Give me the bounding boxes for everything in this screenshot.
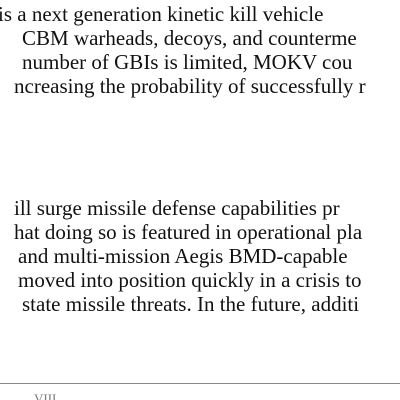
text-line: hat doing so is featured in operational … <box>14 220 363 244</box>
text-line: ill surge missile defense capabilities p… <box>14 196 340 220</box>
text-line: number of GBIs is limited, MOKV cou <box>22 50 353 74</box>
text-line: moved into position quickly in a crisis … <box>18 268 362 292</box>
text-line: and multi-mission Aegis BMD-capable <box>18 244 348 268</box>
page-number: VIII <box>34 391 57 400</box>
text-line: state missile threats. In the future, ad… <box>22 292 360 316</box>
text-line: ncreasing the probability of successfull… <box>14 74 366 98</box>
footer-rule <box>0 383 400 384</box>
text-line: CBM warheads, decoys, and counterme <box>22 26 357 50</box>
text-line: is a next generation kinetic kill vehicl… <box>0 2 324 26</box>
